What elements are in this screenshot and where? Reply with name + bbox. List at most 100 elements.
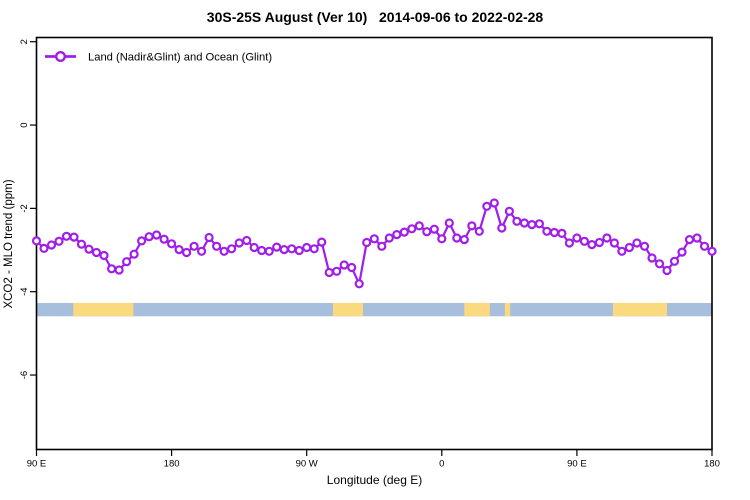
data-point (407, 224, 417, 234)
data-point (227, 244, 237, 254)
x-tick-label: 90 E (27, 459, 47, 470)
data-point (121, 257, 132, 267)
data-point (444, 218, 454, 228)
data-point (684, 235, 695, 245)
data-point (204, 232, 214, 243)
x-axis-title: Longitude (deg E) (327, 473, 422, 487)
data-point (294, 245, 304, 256)
data-point (459, 235, 469, 245)
data-point (39, 243, 49, 253)
data-point (572, 233, 582, 243)
y-tick-label: 0 (19, 122, 30, 127)
x-tick-label: 0 (439, 459, 444, 470)
x-tick-label: 90 W (296, 459, 318, 470)
legend-label: Land (Nadir&Glint) and Ocean (Glint) (88, 52, 272, 64)
data-point (347, 262, 357, 273)
data-point (632, 238, 642, 248)
data-point (594, 237, 605, 248)
data-point (392, 230, 402, 240)
y-axis-title: XCO2 - MLO trend (ppm) (3, 179, 15, 308)
data-point (106, 264, 117, 274)
data-point (437, 234, 447, 244)
data-point (504, 206, 514, 216)
data-point (384, 233, 394, 243)
data-point (639, 241, 650, 251)
data-point (699, 241, 710, 251)
data-point (654, 259, 665, 269)
data-point (54, 236, 64, 246)
data-point (339, 260, 349, 270)
data-point (182, 247, 192, 258)
y-tick-label: -6 (19, 371, 30, 379)
data-point (129, 249, 139, 259)
data-point (61, 231, 72, 241)
data-point (309, 244, 319, 254)
data-point (242, 235, 252, 246)
data-point (414, 221, 424, 231)
data-point (609, 238, 620, 248)
data-point (152, 230, 162, 240)
data-point (167, 239, 177, 249)
data-point (662, 265, 672, 276)
x-tick-label: 90 E (567, 459, 587, 470)
data-point (579, 236, 590, 246)
data-point (534, 219, 545, 229)
land-band-segment (612, 302, 667, 317)
data-point (159, 234, 169, 244)
data-point (587, 240, 597, 250)
data-point (257, 245, 267, 256)
data-point (617, 246, 627, 256)
data-point (144, 232, 154, 242)
data-point (84, 244, 94, 254)
data-point (692, 233, 702, 243)
x-tick-label: 180 (704, 459, 720, 470)
data-point (212, 241, 222, 251)
data-point (234, 238, 244, 248)
data-point (549, 227, 560, 238)
data-point (527, 220, 537, 230)
y-tick-label: -2 (19, 204, 30, 212)
data-point (137, 236, 147, 246)
y-tick-label: -4 (19, 287, 30, 295)
plot-area: 90 E 180 90 W 0 90 E 180 2 0 -2 -4 -6 (19, 36, 720, 470)
data-point (369, 234, 379, 244)
data-point (422, 227, 432, 237)
land-band-segment (332, 302, 363, 317)
data-point (482, 201, 492, 211)
data-point (362, 237, 372, 248)
data-point (429, 224, 439, 234)
data-point (69, 232, 79, 242)
chart-title: 30S-25S August (Ver 10) 2014-09-06 to 20… (206, 9, 544, 25)
data-point (99, 250, 109, 261)
data-point (91, 247, 102, 258)
data-point (602, 233, 612, 243)
land-band-segment (464, 302, 490, 317)
data-point (302, 242, 312, 253)
legend: Land (Nadir&Glint) and Ocean (Glint) (45, 51, 272, 64)
data-point (174, 245, 184, 255)
data-point (399, 227, 409, 237)
data-point (197, 246, 207, 256)
x-tick-label: 180 (164, 459, 180, 470)
data-point (497, 223, 507, 233)
data-point (114, 265, 124, 275)
data-point (489, 198, 499, 208)
data-point (317, 237, 327, 247)
data-point (512, 216, 522, 226)
data-point (474, 226, 484, 236)
y-tick-label: 2 (19, 39, 30, 44)
data-point (264, 246, 274, 256)
data-point (669, 256, 680, 266)
data-point (287, 244, 297, 254)
data-point (467, 221, 477, 231)
data-point (519, 218, 530, 228)
data-point (542, 226, 552, 236)
data-point (707, 246, 717, 256)
data-point (624, 242, 635, 253)
data-point (46, 240, 57, 250)
data-point (332, 266, 342, 276)
data-point (354, 279, 364, 289)
data-point (219, 246, 229, 256)
land-band-segment (504, 302, 511, 317)
